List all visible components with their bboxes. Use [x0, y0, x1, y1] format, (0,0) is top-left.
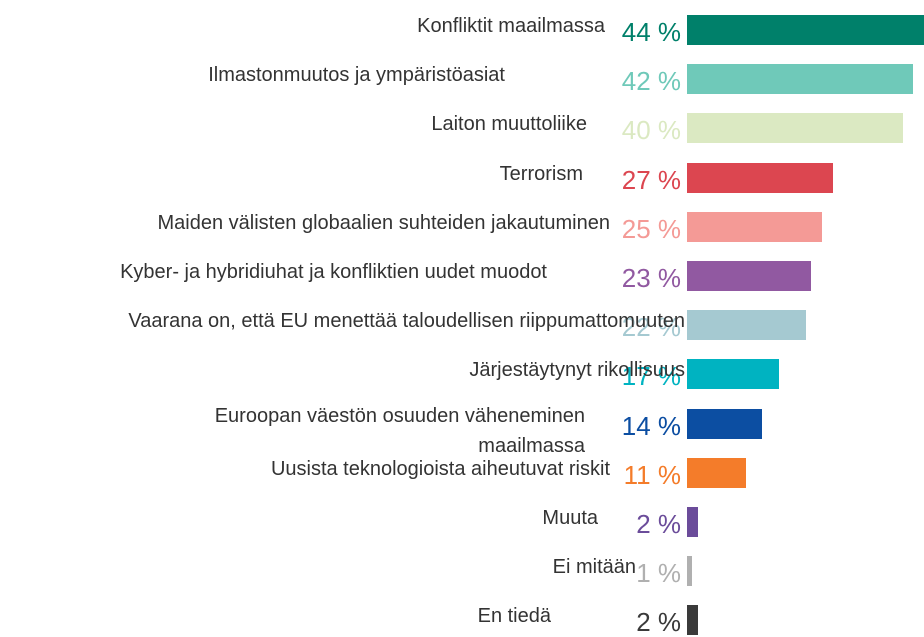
value-label: 42 %	[621, 66, 681, 97]
value-label: 2 %	[636, 509, 681, 539]
bar	[687, 408, 763, 439]
bar	[687, 261, 811, 291]
value-label: 23 %	[621, 263, 681, 293]
value-label: 11 %	[623, 459, 681, 490]
value-label: 22 %	[621, 312, 681, 343]
bar	[687, 457, 747, 488]
category-label: Terrorism	[499, 162, 583, 185]
bar	[687, 556, 693, 587]
category-label: Uusista teknologioista aiheutuvat riskit	[270, 457, 610, 480]
bar	[687, 162, 833, 193]
bar	[687, 113, 903, 144]
bar	[687, 310, 806, 341]
category-label: Ilmastonmuutos ja ympäristöasiat	[208, 64, 505, 87]
bar	[687, 64, 914, 95]
bar	[687, 211, 822, 242]
category-label: Konfliktit maailmassa	[417, 15, 605, 37]
value-label: 27 %	[621, 164, 681, 195]
category-label: Kyber- ja hybridiuhat ja konfliktien uud…	[120, 261, 547, 283]
bar	[687, 359, 779, 390]
category-label: Vaarana on, että EU menettää taloudellis…	[128, 310, 685, 333]
value-label: 44 %	[621, 17, 681, 47]
value-label: 17 %	[621, 361, 681, 392]
bar	[687, 15, 924, 45]
category-label: Järjestäytynyt rikollisuus	[469, 359, 685, 382]
category-label: Euroopan väestön osuuden väheneminen maa…	[214, 404, 585, 457]
bar	[687, 605, 698, 636]
value-label: 1 %	[636, 558, 681, 589]
category-label: Maiden välisten globaalien suhteiden jak…	[157, 211, 610, 234]
category-label: Laiton muuttoliike	[431, 113, 587, 136]
category-label: Ei mitään	[552, 556, 636, 579]
bar	[687, 507, 698, 537]
value-label: 25 %	[621, 213, 681, 244]
value-label: 2 %	[636, 607, 681, 637]
category-label: En tiedä	[477, 605, 551, 628]
category-label: Muuta	[542, 507, 598, 529]
value-label: 40 %	[621, 115, 681, 146]
value-label: 14 %	[621, 410, 681, 441]
